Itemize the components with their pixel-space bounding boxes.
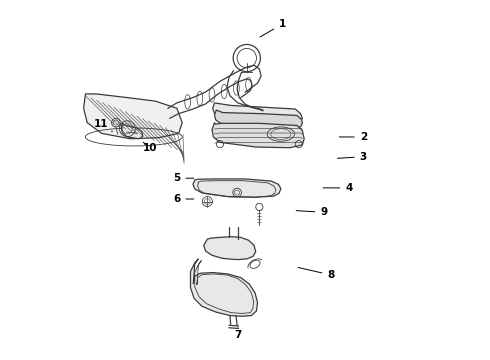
Text: 6: 6 [173,194,194,204]
Polygon shape [215,110,302,128]
Polygon shape [191,259,258,316]
Polygon shape [212,123,304,148]
Text: 10: 10 [143,142,157,153]
Text: 1: 1 [260,19,286,37]
Polygon shape [122,123,143,139]
Text: 3: 3 [338,152,367,162]
Text: 9: 9 [296,207,327,217]
Polygon shape [84,94,182,139]
Polygon shape [213,103,302,123]
Polygon shape [204,237,256,260]
Text: 11: 11 [94,120,112,132]
Text: 7: 7 [234,327,242,340]
Text: 8: 8 [298,267,335,280]
Text: 2: 2 [339,132,367,142]
Polygon shape [193,179,281,197]
Text: 4: 4 [323,183,353,193]
Text: 5: 5 [173,173,194,183]
